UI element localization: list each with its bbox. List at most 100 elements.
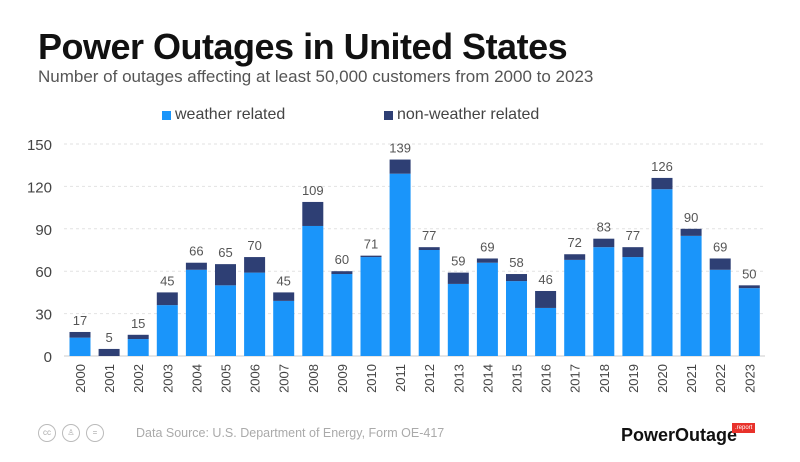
legend-item-non-weather: non-weather related <box>384 106 539 124</box>
bar-segment <box>476 262 498 356</box>
bar-segment <box>447 272 469 284</box>
bar-segment <box>215 264 236 286</box>
data-label: 69 <box>480 239 494 254</box>
bar-segment <box>680 235 702 356</box>
legend-label: non-weather related <box>397 106 540 123</box>
bar-segment <box>244 272 266 356</box>
bar-segment <box>709 258 731 270</box>
y-tick-label: 150 <box>27 137 52 154</box>
x-tick-label: 2023 <box>742 364 757 393</box>
bar-segment <box>564 259 586 356</box>
x-tick-label: 2000 <box>73 364 88 393</box>
bar-segment <box>360 255 382 258</box>
x-tick-label: 2015 <box>510 364 525 393</box>
bar-segment <box>244 257 266 273</box>
x-tick-label: 2019 <box>626 364 641 393</box>
bar-segment <box>709 269 731 356</box>
bar-segment <box>360 257 382 356</box>
bar-segment <box>447 283 469 356</box>
x-tick-label: 2011 <box>393 364 408 392</box>
bar-segment <box>418 250 440 356</box>
x-tick-label: 2007 <box>277 364 292 393</box>
bar-segment <box>273 300 295 356</box>
bar-segment <box>98 348 120 356</box>
bar-segment <box>622 247 644 258</box>
x-tick-label: 2006 <box>248 364 263 393</box>
bar-segment <box>389 173 411 356</box>
x-tick-label: 2005 <box>219 364 234 393</box>
x-tick-label: 2013 <box>451 364 466 393</box>
y-tick-label: 90 <box>35 222 52 239</box>
brand-badge: .report <box>732 423 756 433</box>
y-tick-label: 30 <box>35 307 52 324</box>
x-tick-label: 2009 <box>335 364 350 393</box>
y-tick-label: 0 <box>44 349 52 366</box>
bar-segment <box>506 281 527 356</box>
x-tick-label: 2001 <box>102 364 117 393</box>
data-label: 77 <box>626 228 640 243</box>
data-label: 45 <box>160 273 174 288</box>
x-tick-label: 2002 <box>131 364 146 393</box>
data-label: 90 <box>684 210 698 225</box>
bar-segment <box>389 159 411 174</box>
data-label: 77 <box>422 228 436 243</box>
y-tick-label: 60 <box>35 264 52 281</box>
data-label: 71 <box>364 237 378 252</box>
bar-segment <box>593 238 615 248</box>
data-label: 50 <box>742 266 756 281</box>
cc-icon: cc <box>38 424 56 442</box>
bar-segment <box>156 292 178 306</box>
brand-logo[interactable]: PowerOutage <box>621 425 738 445</box>
bar-segment <box>331 271 353 275</box>
x-tick-label: 2018 <box>597 364 612 393</box>
data-label: 126 <box>651 159 673 174</box>
chart-subtitle: Number of outages affecting at least 50,… <box>38 67 594 86</box>
data-label: 72 <box>567 235 581 250</box>
bar-segment <box>185 262 207 270</box>
nd-icon: = <box>86 424 104 442</box>
bar-segment <box>564 254 586 260</box>
bar-segment <box>535 290 557 308</box>
data-label: 17 <box>73 313 87 328</box>
x-tick-label: 2003 <box>160 364 175 393</box>
legend-item-weather: weather related <box>162 106 285 124</box>
data-label: 65 <box>218 245 232 260</box>
data-label: 66 <box>189 244 203 259</box>
x-tick-label: 2022 <box>713 364 728 393</box>
bar-segment <box>69 337 91 356</box>
data-label: 59 <box>451 254 465 269</box>
y-tick-label: 120 <box>27 179 52 196</box>
bar-segment <box>156 305 178 356</box>
data-label: 46 <box>538 272 552 287</box>
bar-segment <box>651 189 673 356</box>
x-tick-label: 2004 <box>189 364 204 393</box>
bar-segment <box>738 285 760 289</box>
x-tick-label: 2016 <box>539 364 554 393</box>
bar-segment <box>127 339 149 356</box>
legend-swatch <box>162 110 171 120</box>
bar-segment <box>622 257 644 356</box>
x-tick-label: 2012 <box>422 364 437 393</box>
data-label: 83 <box>597 220 611 235</box>
x-tick-label: 2008 <box>306 364 321 393</box>
bar-segment <box>651 177 673 190</box>
x-tick-label: 2020 <box>655 364 670 393</box>
legend-label: weather related <box>175 106 286 123</box>
data-label: 58 <box>509 255 523 270</box>
bar-segment <box>680 228 702 236</box>
bar-segment <box>302 201 324 226</box>
bar-segment <box>69 331 91 338</box>
chart-title: Power Outages in United States <box>38 26 568 67</box>
data-label: 45 <box>276 273 290 288</box>
bar-segment <box>331 274 353 356</box>
bar-segment <box>302 225 324 356</box>
data-source: Data Source: U.S. Department of Energy, … <box>136 426 445 440</box>
bar-segment <box>418 247 440 250</box>
bar-segment <box>127 334 149 340</box>
legend-swatch <box>384 110 393 120</box>
data-label: 139 <box>389 141 411 156</box>
bar-segment <box>273 292 295 301</box>
x-tick-label: 2021 <box>684 364 699 393</box>
